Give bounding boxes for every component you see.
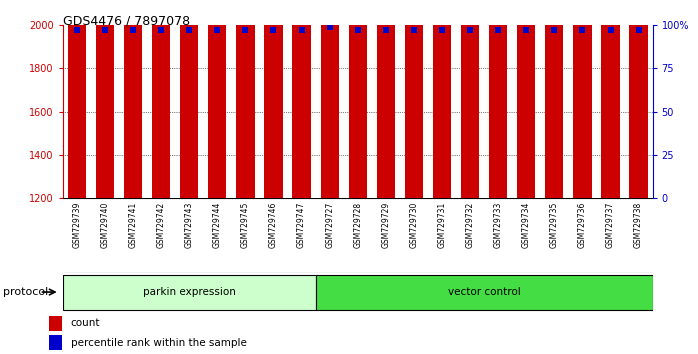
Point bbox=[380, 27, 392, 33]
Text: count: count bbox=[70, 318, 101, 329]
Point bbox=[436, 27, 447, 33]
Text: GSM729743: GSM729743 bbox=[185, 202, 194, 249]
Point bbox=[464, 27, 475, 33]
Bar bbox=[348, 0, 367, 198]
Text: GSM729740: GSM729740 bbox=[101, 202, 110, 249]
Text: GSM729742: GSM729742 bbox=[156, 202, 165, 248]
Text: GSM729730: GSM729730 bbox=[410, 202, 418, 249]
Point bbox=[633, 27, 644, 33]
Text: GSM729735: GSM729735 bbox=[550, 202, 559, 249]
Text: GSM729738: GSM729738 bbox=[634, 202, 643, 248]
Text: GSM729741: GSM729741 bbox=[128, 202, 138, 248]
Bar bbox=[573, 0, 591, 198]
Point bbox=[296, 27, 307, 33]
Bar bbox=[208, 0, 226, 198]
Point bbox=[521, 27, 532, 33]
Bar bbox=[236, 0, 255, 198]
Bar bbox=[630, 0, 648, 198]
Text: GSM729729: GSM729729 bbox=[381, 202, 390, 248]
Point bbox=[549, 27, 560, 33]
Bar bbox=[461, 0, 480, 198]
Text: GSM729728: GSM729728 bbox=[353, 202, 362, 248]
Bar bbox=[489, 0, 507, 198]
Text: GSM729736: GSM729736 bbox=[578, 202, 587, 249]
Point bbox=[128, 27, 139, 33]
Bar bbox=[63, 275, 315, 309]
Bar bbox=[433, 0, 451, 198]
Text: GSM729737: GSM729737 bbox=[606, 202, 615, 249]
Bar bbox=[405, 0, 423, 198]
Bar bbox=[315, 275, 653, 309]
Bar bbox=[49, 316, 62, 331]
Bar bbox=[49, 335, 62, 350]
Text: parkin expression: parkin expression bbox=[143, 287, 236, 297]
Text: vector control: vector control bbox=[447, 287, 521, 297]
Bar bbox=[602, 0, 620, 198]
Point bbox=[268, 27, 279, 33]
Text: GSM729746: GSM729746 bbox=[269, 202, 278, 249]
Bar bbox=[180, 0, 198, 198]
Bar bbox=[517, 0, 535, 198]
Text: GSM729739: GSM729739 bbox=[73, 202, 82, 249]
Point bbox=[493, 27, 504, 33]
Point bbox=[211, 27, 223, 33]
Bar bbox=[68, 0, 86, 198]
Point bbox=[71, 27, 82, 33]
Text: GSM729727: GSM729727 bbox=[325, 202, 334, 248]
Bar bbox=[545, 0, 563, 198]
Point bbox=[577, 27, 588, 33]
Bar bbox=[377, 0, 395, 198]
Bar bbox=[124, 0, 142, 198]
Text: protocol: protocol bbox=[3, 287, 49, 297]
Point bbox=[352, 27, 363, 33]
Point bbox=[605, 27, 616, 33]
Text: GSM729745: GSM729745 bbox=[241, 202, 250, 249]
Text: GSM729744: GSM729744 bbox=[213, 202, 222, 249]
Bar bbox=[320, 0, 339, 198]
Text: percentile rank within the sample: percentile rank within the sample bbox=[70, 337, 246, 348]
Text: GDS4476 / 7897078: GDS4476 / 7897078 bbox=[63, 14, 190, 27]
Bar bbox=[265, 0, 283, 198]
Text: GSM729732: GSM729732 bbox=[466, 202, 475, 248]
Point bbox=[99, 27, 110, 33]
Text: GSM729734: GSM729734 bbox=[521, 202, 530, 249]
Bar bbox=[152, 0, 170, 198]
Point bbox=[240, 27, 251, 33]
Point bbox=[324, 24, 335, 29]
Text: GSM729731: GSM729731 bbox=[438, 202, 447, 248]
Bar bbox=[96, 0, 114, 198]
Point bbox=[408, 27, 419, 33]
Point bbox=[184, 27, 195, 33]
Text: GSM729747: GSM729747 bbox=[297, 202, 306, 249]
Point bbox=[156, 27, 167, 33]
Text: GSM729733: GSM729733 bbox=[493, 202, 503, 249]
Bar bbox=[292, 0, 311, 198]
